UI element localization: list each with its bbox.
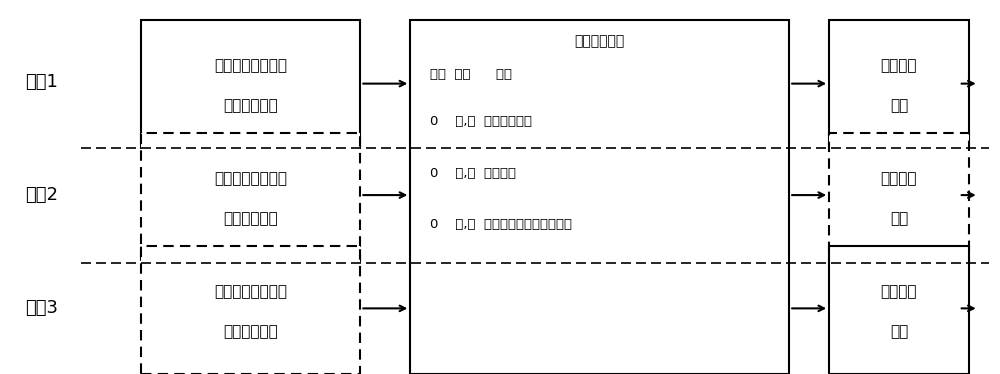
Text: 项目3: 项目3: [25, 299, 58, 318]
FancyBboxPatch shape: [829, 246, 969, 374]
FancyBboxPatch shape: [829, 20, 969, 148]
FancyBboxPatch shape: [141, 246, 360, 374]
Text: （声明对象）: （声明对象）: [223, 98, 278, 113]
Text: 0    长,宽  安全权限检查，行列转置: 0 长,宽 安全权限检查，行列转置: [430, 218, 572, 231]
Text: 实现: 实现: [890, 98, 908, 113]
Text: 定义：规格与功能: 定义：规格与功能: [214, 285, 287, 300]
Text: 0    长,宽  行列转置: 0 长,宽 行列转置: [430, 167, 516, 180]
FancyBboxPatch shape: [829, 133, 969, 261]
FancyBboxPatch shape: [141, 20, 360, 148]
FancyBboxPatch shape: [141, 133, 360, 261]
Text: 硬件后端: 硬件后端: [881, 285, 917, 300]
Text: 定义：规格与功能: 定义：规格与功能: [214, 58, 287, 73]
Text: 实现: 实现: [890, 325, 908, 340]
Text: 项目2: 项目2: [25, 186, 58, 204]
Text: （调用对象）: （调用对象）: [575, 34, 625, 49]
Text: 硬件后端: 硬件后端: [881, 58, 917, 73]
FancyBboxPatch shape: [410, 20, 789, 374]
Text: 编号  规格      功能: 编号 规格 功能: [430, 68, 512, 81]
Text: （声明对象）: （声明对象）: [223, 211, 278, 226]
Text: （声明对象）: （声明对象）: [223, 325, 278, 340]
Text: 项目1: 项目1: [25, 73, 58, 91]
Text: 硬件后端: 硬件后端: [881, 171, 917, 186]
Text: 实现: 实现: [890, 211, 908, 226]
Text: 0    长,宽  安全权限检查: 0 长,宽 安全权限检查: [430, 116, 532, 129]
Text: 定义：规格与功能: 定义：规格与功能: [214, 171, 287, 186]
